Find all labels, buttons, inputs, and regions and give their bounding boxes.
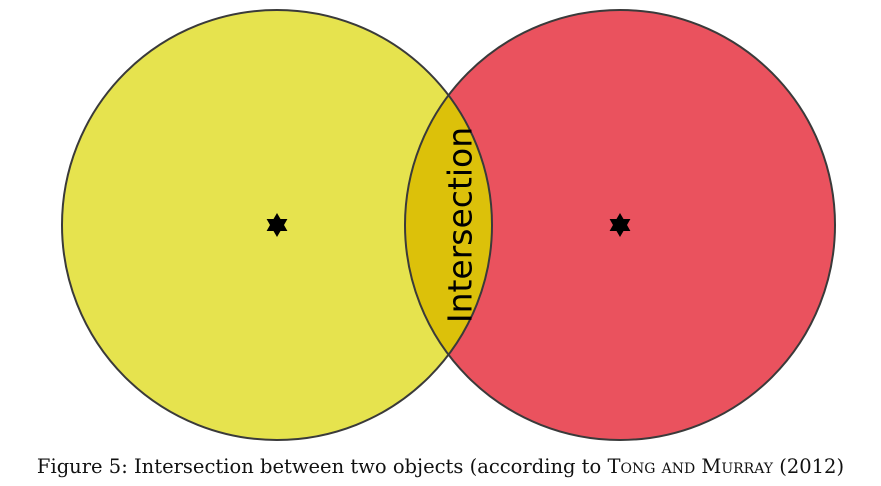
left-center-star-icon — [266, 213, 288, 237]
right-circle-outline — [404, 9, 836, 441]
caption-authors: Tong and Murray — [607, 455, 774, 478]
figure-caption: Figure 5: Intersection between two objec… — [0, 455, 881, 478]
right-center-star-icon — [609, 213, 631, 237]
caption-suffix: (2012) — [773, 455, 845, 478]
venn-diagram: Intersection — [61, 9, 836, 441]
left-circle-outline — [61, 9, 493, 441]
caption-prefix: Figure 5: Intersection between two objec… — [36, 455, 608, 478]
intersection-label: Intersection — [441, 127, 480, 323]
